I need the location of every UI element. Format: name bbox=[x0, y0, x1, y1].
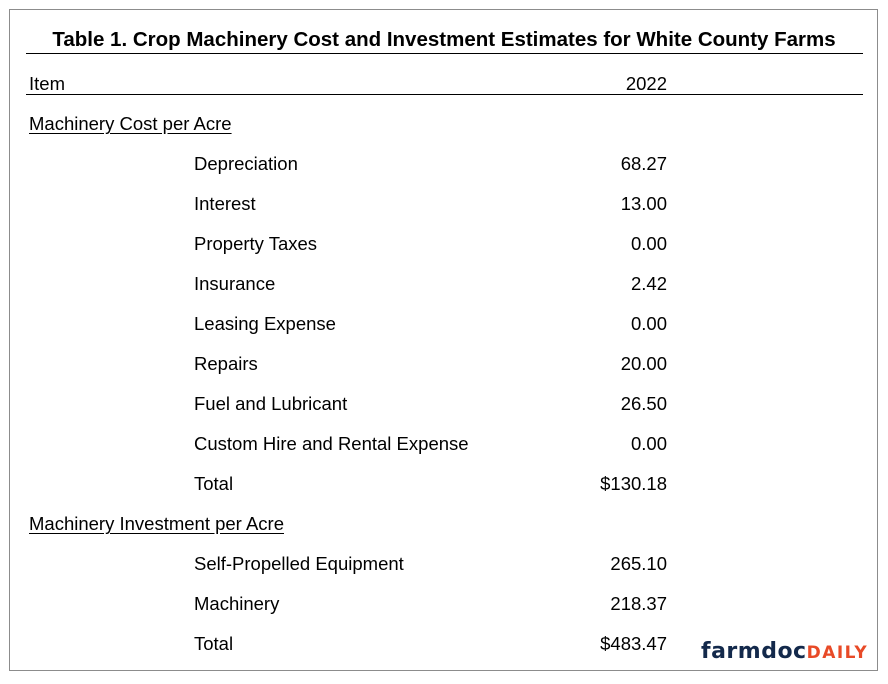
row-value: 13.00 bbox=[620, 193, 667, 214]
row-label: Custom Hire and Rental Expense bbox=[194, 433, 469, 454]
table-row: Property Taxes 0.00 bbox=[0, 232, 888, 272]
header-rule bbox=[26, 94, 863, 95]
section-heading-row: Machinery Cost per Acre bbox=[0, 112, 888, 152]
row-label: Repairs bbox=[194, 353, 258, 374]
row-value: $483.47 bbox=[600, 633, 667, 654]
row-label: Machinery bbox=[194, 593, 280, 614]
row-value: 2.42 bbox=[630, 273, 667, 294]
section-heading-cost: Machinery Cost per Acre bbox=[29, 113, 232, 134]
table-row: Repairs 20.00 bbox=[0, 352, 888, 392]
row-value: 20.00 bbox=[620, 353, 667, 374]
table-row-total: Total $130.18 bbox=[0, 472, 888, 512]
table-frame bbox=[9, 9, 878, 671]
table-row: Depreciation 68.27 bbox=[0, 152, 888, 192]
row-value: 0.00 bbox=[630, 233, 667, 254]
row-value: $130.18 bbox=[600, 473, 667, 494]
table-row: Insurance 2.42 bbox=[0, 272, 888, 312]
row-label: Total bbox=[194, 473, 234, 494]
row-value: 68.27 bbox=[620, 153, 667, 174]
header-item: Item bbox=[29, 73, 65, 94]
table-row: Interest 13.00 bbox=[0, 192, 888, 232]
table-header-row: Item 2022 bbox=[0, 72, 888, 112]
section-heading-investment: Machinery Investment per Acre bbox=[29, 513, 284, 534]
row-label: Fuel and Lubricant bbox=[194, 393, 348, 414]
row-label: Leasing Expense bbox=[194, 313, 336, 334]
row-label: Insurance bbox=[194, 273, 276, 294]
logo-text-daily: DAILY bbox=[806, 643, 869, 663]
row-value: 0.00 bbox=[630, 433, 667, 454]
row-label: Property Taxes bbox=[194, 233, 318, 254]
table-row: Self-Propelled Equipment 265.10 bbox=[0, 552, 888, 592]
table-row: Leasing Expense 0.00 bbox=[0, 312, 888, 352]
table-title: Table 1. Crop Machinery Cost and Investm… bbox=[52, 28, 836, 51]
row-label: Total bbox=[194, 633, 234, 654]
row-value: 218.37 bbox=[610, 593, 667, 614]
row-value: 0.00 bbox=[630, 313, 667, 334]
table-row: Fuel and Lubricant 26.50 bbox=[0, 392, 888, 432]
farmdoc-daily-logo: farmdocDAILY bbox=[701, 637, 868, 668]
title-rule bbox=[26, 53, 863, 54]
header-year: 2022 bbox=[625, 73, 667, 94]
row-label: Depreciation bbox=[194, 153, 298, 174]
logo-text-farmdoc: farmdoc bbox=[701, 639, 807, 664]
section-heading-row: Machinery Investment per Acre bbox=[0, 512, 888, 552]
table-row: Machinery 218.37 bbox=[0, 592, 888, 632]
table-row: Custom Hire and Rental Expense 0.00 bbox=[0, 432, 888, 472]
row-label: Interest bbox=[194, 193, 256, 214]
table-row-total: Total $483.47 bbox=[0, 632, 888, 672]
row-value: 265.10 bbox=[610, 553, 667, 574]
row-value: 26.50 bbox=[620, 393, 667, 414]
row-label: Self-Propelled Equipment bbox=[194, 553, 404, 574]
